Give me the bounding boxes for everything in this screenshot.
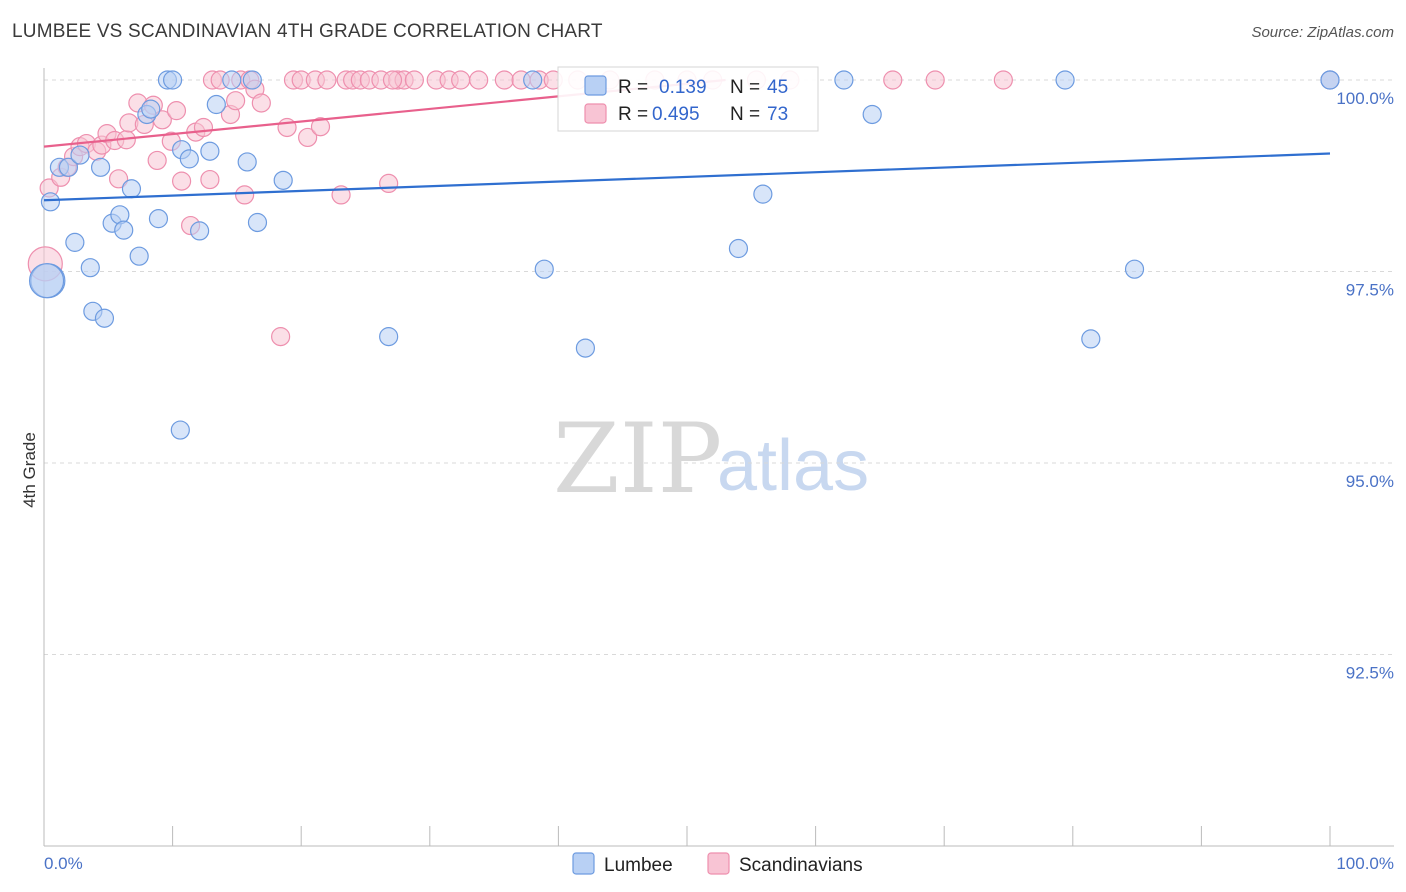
scandinavians-point-52 [404, 70, 424, 90]
scandinavians-point-35 [271, 327, 291, 347]
lumbee-point-14 [129, 246, 149, 266]
stats-r-label-lumbee: R = [618, 77, 648, 98]
x-tick-label-left: 0.0% [44, 854, 83, 873]
scandinavians-point-72 [382, 70, 403, 90]
scandinavians-point-68 [883, 70, 903, 90]
stats-n-value-lumbee: 45 [767, 77, 788, 98]
scandinavians-point-25 [200, 169, 220, 190]
lumbee-point-26 [222, 70, 242, 90]
stats-n-label-lumbee: N = [730, 77, 760, 98]
scandinavians-point-56 [469, 70, 489, 90]
legend-swatch-lumbee [572, 852, 595, 875]
lumbee-point-33 [534, 259, 554, 279]
stats-r-value-lumbee: 0.139 [659, 77, 707, 98]
lumbee-point-35 [728, 238, 749, 259]
lumbee-point-37 [834, 70, 854, 90]
scandinavians-point-41 [310, 117, 331, 137]
scandinavians-point-24 [193, 117, 214, 138]
scandinavians-point-29 [226, 91, 246, 111]
lumbee-point-1 [40, 192, 61, 212]
scandinavians-point-34 [251, 93, 271, 113]
scandinavians-point-39 [298, 127, 318, 148]
stats-box: R = 0.139 N = 45 R = 0.495 N = 73 [557, 66, 819, 132]
lumbee-point-39 [1055, 70, 1075, 90]
lumbee-point-19 [163, 70, 183, 90]
scandinavians-point-70 [993, 70, 1013, 90]
lumbee-point-9 [94, 308, 115, 328]
legend-swatch-scandinavians [707, 852, 730, 875]
stats-n-label-scandinavians: N = [730, 104, 760, 125]
y-tick-label-1: 97.5% [1346, 281, 1394, 300]
lumbee-point-44 [28, 263, 65, 299]
y-axis-label: 4th Grade [20, 432, 39, 508]
scandinavians-point-17 [147, 150, 167, 171]
legend-label-scandinavians: Scandinavians [739, 855, 863, 876]
lumbee-point-32 [523, 70, 543, 90]
scandinavians-point-11 [108, 169, 129, 189]
stats-swatch-scandinavians [584, 103, 607, 124]
lumbee-point-31 [379, 327, 399, 347]
stats-r-value-scandinavians: 0.495 [652, 104, 700, 125]
lumbee-point-40 [1081, 329, 1101, 349]
lumbee-point-3 [58, 157, 79, 177]
lumbee-point-27 [237, 152, 257, 172]
scandinavians-point-57 [494, 70, 514, 90]
legend: Lumbee Scandinavians [572, 852, 863, 876]
source-credit: Source: ZipAtlas.com [1251, 24, 1394, 41]
scandinavians-point-42 [317, 70, 337, 90]
stats-swatch-lumbee [584, 75, 607, 96]
lumbee-point-4 [65, 232, 85, 252]
watermark-zip: ZIP [553, 403, 722, 515]
scandinavians-point-21 [172, 171, 192, 191]
lumbee-point-41 [1124, 259, 1145, 279]
lumbee-point-30 [273, 170, 293, 190]
lumbee-point-6 [80, 258, 100, 278]
watermark: ZIP atlas [553, 403, 869, 515]
lumbee-point-25 [206, 94, 226, 115]
scandinavians-point-31 [235, 185, 255, 205]
watermark-atlas: atlas [717, 426, 869, 506]
lumbee-point-24 [200, 141, 220, 161]
stats-n-value-scandinavians: 73 [767, 104, 788, 125]
scandinavians-point-20 [166, 101, 187, 121]
x-tick-label-right: 100.0% [1336, 854, 1394, 873]
chart-title: LUMBEE VS SCANDINAVIAN 4TH GRADE CORRELA… [12, 21, 603, 42]
lumbee-point-22 [179, 149, 199, 169]
lumbee-point-20 [170, 420, 190, 440]
y-tick-label-3: 92.5% [1346, 664, 1394, 683]
lumbee-point-8 [90, 157, 111, 177]
lumbee-point-36 [753, 184, 773, 204]
lumbee-point-38 [862, 104, 882, 125]
y-tick-labels: 100.0% 97.5% 95.0% 92.5% [1336, 89, 1394, 683]
scandinavians-point-69 [925, 70, 945, 90]
lumbee-point-13 [121, 179, 142, 199]
lumbee-point-34 [575, 338, 596, 358]
lumbee-point-5 [70, 145, 90, 165]
trendline-lumbee [43, 152, 1331, 202]
legend-label-lumbee: Lumbee [604, 855, 673, 876]
y-tick-label-0: 100.0% [1336, 89, 1394, 108]
lumbee-point-43 [1320, 70, 1340, 90]
lumbee-point-23 [190, 221, 210, 241]
scandinavians-point-55 [451, 70, 471, 90]
lumbee-point-16 [141, 99, 161, 119]
lumbee-point-12 [114, 220, 134, 240]
lumbee-point-28 [242, 70, 262, 90]
lumbee-point-29 [247, 212, 268, 233]
scandinavians-point-49 [379, 173, 399, 194]
lumbee-point-17 [148, 209, 169, 229]
stats-r-label-scandinavians: R = [618, 104, 648, 125]
y-tick-label-2: 95.0% [1346, 472, 1394, 491]
